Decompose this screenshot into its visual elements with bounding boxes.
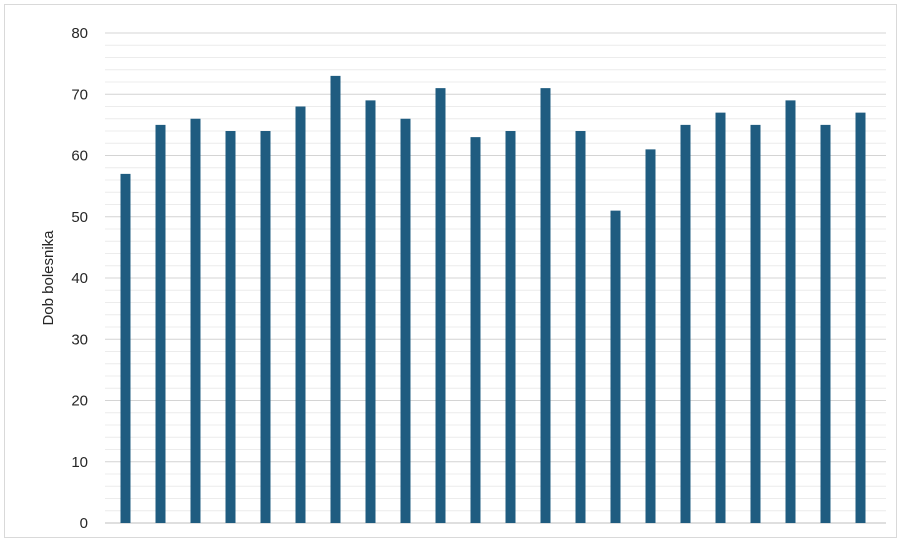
- y-axis-label: Dob bolesnika: [40, 230, 57, 326]
- y-tick-label: 0: [80, 515, 88, 532]
- bar: [715, 112, 726, 524]
- bar: [540, 88, 551, 524]
- y-tick-label: 10: [71, 454, 88, 471]
- y-tick-label: 40: [71, 270, 88, 287]
- y-tick-label: 20: [71, 393, 88, 410]
- y-tick-label: 60: [71, 148, 88, 165]
- bar: [470, 137, 481, 524]
- bar: [260, 131, 271, 523]
- y-tick-labels: 0 10 20 30 40 50 60 70 80: [71, 25, 88, 532]
- bar: [225, 131, 236, 523]
- bar: [645, 149, 656, 524]
- bar: [155, 124, 166, 524]
- bar: [120, 173, 131, 524]
- bar: [295, 106, 306, 523]
- bar: [400, 118, 411, 523]
- bar: [435, 88, 446, 524]
- y-tick-label: 70: [71, 86, 88, 103]
- bar: [610, 210, 621, 524]
- bar: [785, 100, 796, 524]
- grid-lines: [105, 32, 886, 524]
- bars: [120, 75, 866, 524]
- bar: [575, 131, 586, 523]
- bar: [330, 75, 341, 524]
- bar: [855, 112, 866, 524]
- bar: [820, 124, 831, 524]
- y-tick-label: 50: [71, 209, 88, 226]
- bar: [365, 100, 376, 524]
- y-tick-label: 80: [71, 25, 88, 42]
- y-tick-label: 30: [71, 331, 88, 348]
- bar: [680, 124, 691, 524]
- bar: [190, 118, 201, 523]
- bar: [750, 124, 761, 524]
- bar: [505, 131, 516, 523]
